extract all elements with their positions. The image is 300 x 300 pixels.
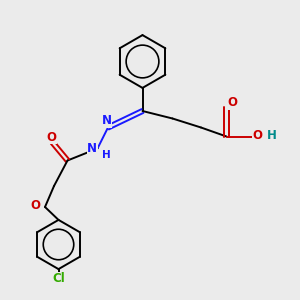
Text: H: H: [267, 129, 276, 142]
Text: H: H: [101, 150, 110, 160]
Text: O: O: [227, 96, 238, 110]
Text: O: O: [30, 199, 40, 212]
Text: O: O: [46, 130, 56, 144]
Text: N: N: [87, 142, 97, 155]
Text: O: O: [252, 129, 262, 142]
Text: Cl: Cl: [52, 272, 65, 285]
Text: N: N: [101, 114, 112, 128]
